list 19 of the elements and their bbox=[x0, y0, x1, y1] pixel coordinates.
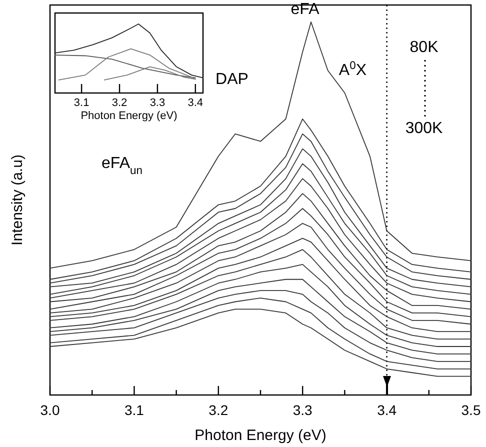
x-axis-title: Photon Energy (eV) bbox=[80, 110, 178, 122]
y-axis-title: Intensity (a.u) bbox=[9, 154, 26, 246]
x-tick-label: 3.0 bbox=[40, 402, 60, 418]
annotation: A$^{0}$X bbox=[338, 60, 367, 79]
x-tick-label: 3.1 bbox=[74, 97, 90, 109]
annotation: 300K bbox=[405, 120, 444, 137]
x-tick-label: 3.5 bbox=[461, 402, 481, 418]
x-tick-label: 3.4 bbox=[377, 402, 397, 418]
annotation: eFA bbox=[290, 1, 320, 18]
x-tick-label: 3.3 bbox=[292, 402, 313, 418]
x-tick-label: 3.3 bbox=[150, 97, 166, 109]
x-tick-label: 3.2 bbox=[112, 97, 128, 109]
x-tick-label: 3.4 bbox=[188, 97, 204, 109]
annotation: 80K bbox=[410, 39, 439, 56]
x-axis-title: Photon Energy (eV) bbox=[194, 427, 326, 444]
x-tick-label: 3.1 bbox=[124, 402, 144, 418]
annotation: eFA$_{un}$ bbox=[102, 155, 142, 177]
x-tick-label: 3.2 bbox=[208, 402, 228, 418]
annotation: DAP bbox=[216, 71, 248, 88]
